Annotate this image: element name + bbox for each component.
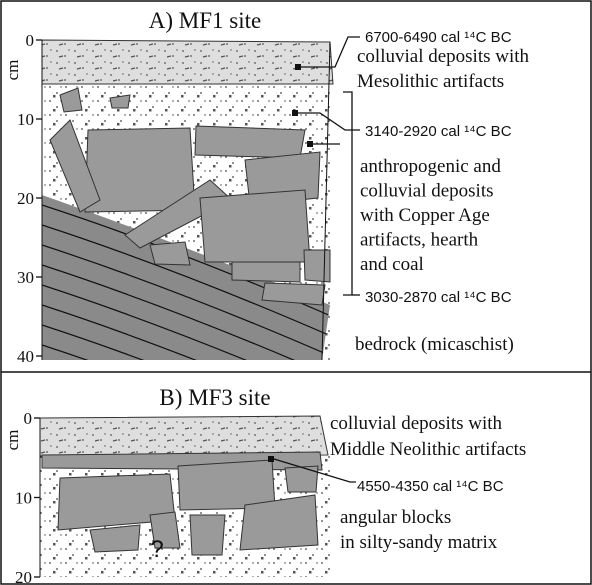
unit-label: angular blocks <box>340 507 451 528</box>
unit-label: colluvial deposits with <box>330 413 503 434</box>
axis-unit: cm <box>3 430 22 451</box>
tick-label: 0 <box>24 409 33 428</box>
tick-label: 10 <box>17 110 34 129</box>
unit-label: anthropogenic and <box>360 156 501 177</box>
panel-title: B) MF3 site <box>159 385 270 410</box>
tick-label: 20 <box>17 189 34 208</box>
unit-label: colluvial deposits with <box>357 46 530 67</box>
unit-label: bedrock (micaschist) <box>355 334 514 355</box>
unit-label: artifacts, hearth <box>360 230 479 251</box>
section-b <box>39 415 330 577</box>
panel-title: A) MF1 site <box>149 8 261 33</box>
unit-label: and coal <box>360 254 424 275</box>
tick-label: 10 <box>15 489 32 508</box>
unknown-mark: ? <box>150 536 163 563</box>
unit-label: colluvial deposits <box>360 181 494 202</box>
unit-label: in silty-sandy matrix <box>340 532 498 553</box>
unit-label: Middle Neolithic artifacts <box>330 439 526 460</box>
tick-label: 30 <box>17 268 34 287</box>
unit-label: Mesolithic artifacts <box>357 71 504 92</box>
date-label: 6700-6490 cal ¹⁴C BC <box>365 29 512 46</box>
tick-label: 20 <box>15 568 32 585</box>
tick-label: 40 <box>17 347 34 366</box>
section-a <box>41 39 334 361</box>
axis-unit: cm <box>3 60 22 81</box>
date-label: 3030-2870 cal ¹⁴C BC <box>365 289 512 306</box>
date-label: 3140-2920 cal ¹⁴C BC <box>365 123 512 140</box>
tick-label: 0 <box>26 31 35 50</box>
unit-label: with Copper Age <box>360 205 490 226</box>
leaders <box>268 36 360 483</box>
date-label: 4550-4350 cal ¹⁴C BC <box>357 478 504 495</box>
